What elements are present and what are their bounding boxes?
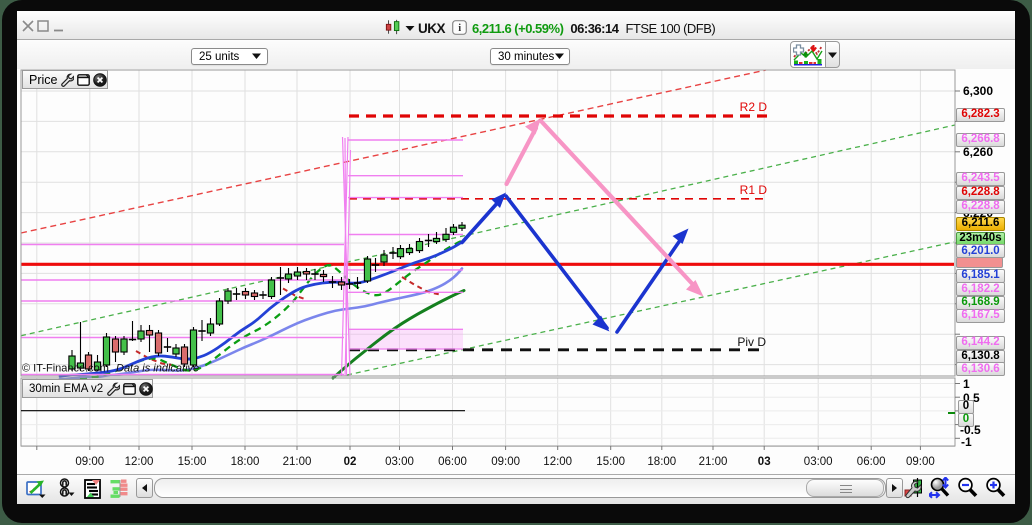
svg-text:18:00: 18:00 bbox=[231, 456, 260, 468]
svg-text:02: 02 bbox=[344, 456, 357, 468]
svg-text:09:00: 09:00 bbox=[75, 456, 104, 468]
svg-text:03: 03 bbox=[758, 456, 771, 468]
svg-text:15:00: 15:00 bbox=[596, 456, 625, 468]
svg-text:21:00: 21:00 bbox=[699, 456, 728, 468]
svg-text:R2 D: R2 D bbox=[740, 100, 768, 114]
svg-text:06:00: 06:00 bbox=[857, 456, 886, 468]
svg-text:i: i bbox=[458, 23, 461, 34]
svg-text:03:00: 03:00 bbox=[385, 456, 414, 468]
svg-text:12:00: 12:00 bbox=[125, 456, 154, 468]
svg-text:15:00: 15:00 bbox=[178, 456, 207, 468]
svg-text:Data is indicative: Data is indicative bbox=[116, 363, 199, 375]
svg-text:03:00: 03:00 bbox=[804, 456, 833, 468]
svg-text:Piv D: Piv D bbox=[737, 335, 766, 349]
svg-text:09:00: 09:00 bbox=[491, 456, 520, 468]
svg-text:21:00: 21:00 bbox=[283, 456, 312, 468]
svg-text:18:00: 18:00 bbox=[647, 456, 676, 468]
svg-text:R1 D: R1 D bbox=[740, 183, 768, 197]
svg-text:© IT-Finance.com: © IT-Finance.com bbox=[22, 363, 109, 375]
svg-text:09:00: 09:00 bbox=[906, 456, 935, 468]
svg-text:06:00: 06:00 bbox=[438, 456, 467, 468]
svg-text:12:00: 12:00 bbox=[543, 456, 572, 468]
